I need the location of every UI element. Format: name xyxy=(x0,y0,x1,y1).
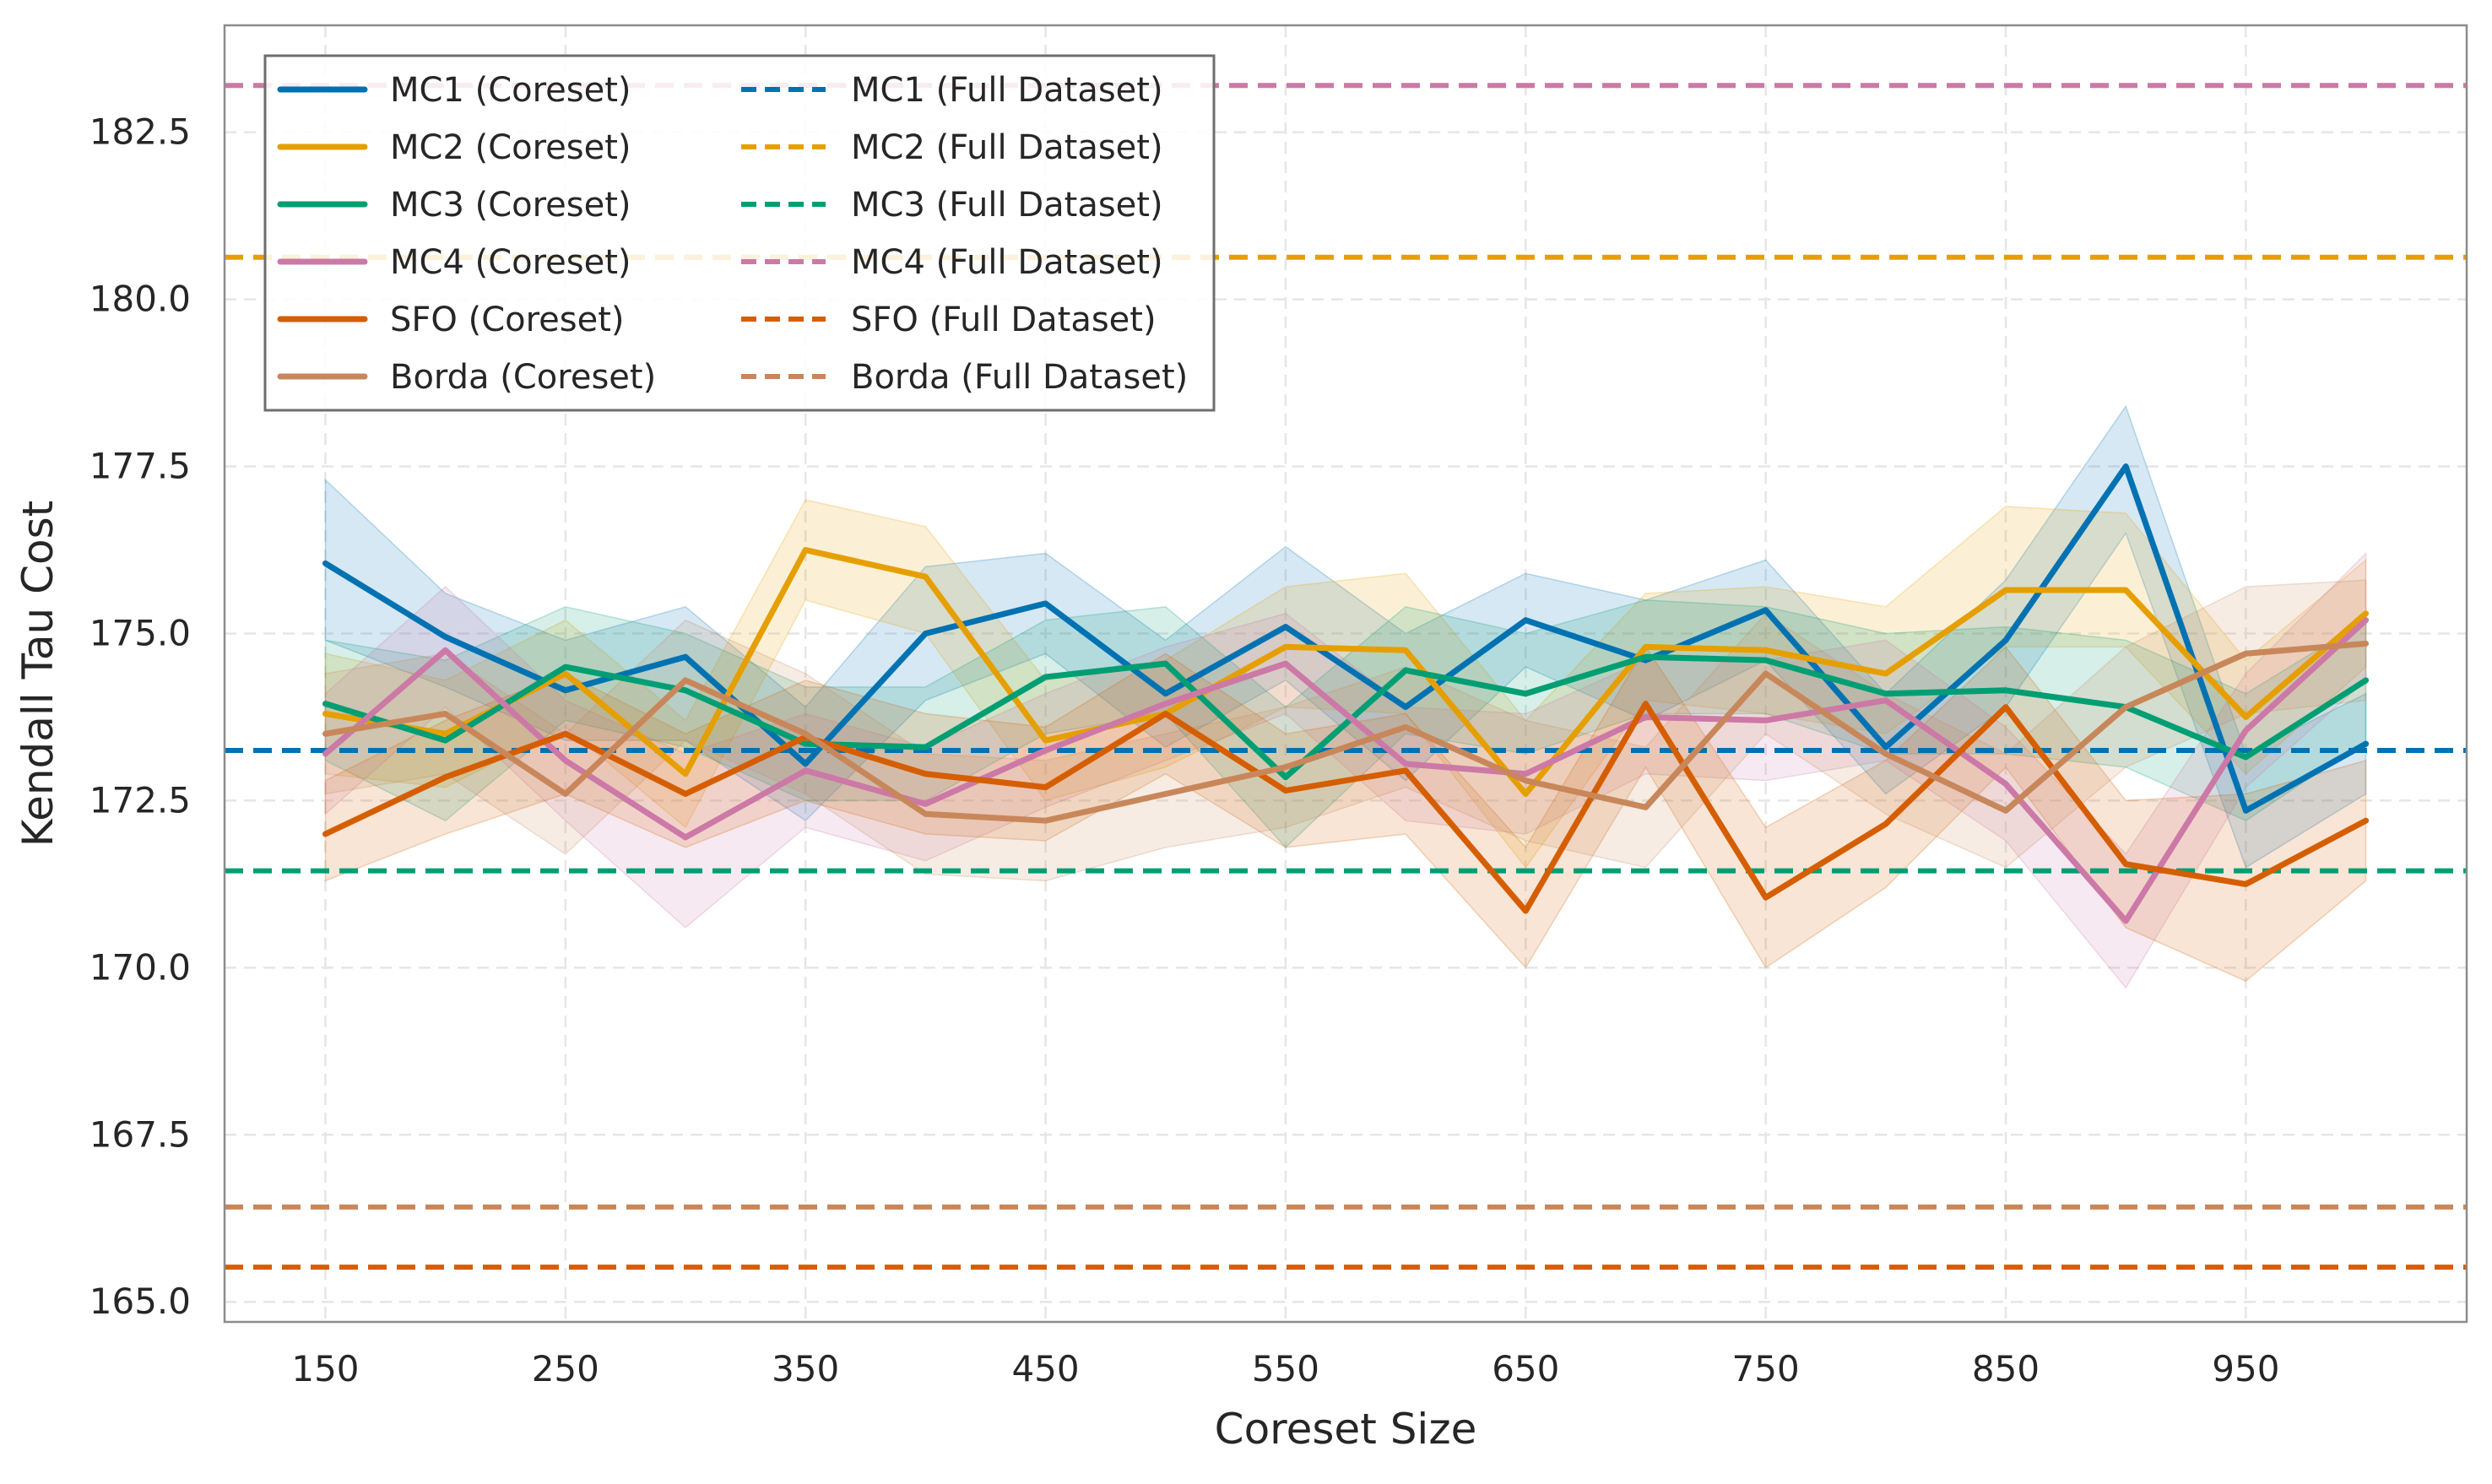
y-axis-title: Kendall Tau Cost xyxy=(14,501,62,847)
x-tick-label: 850 xyxy=(1972,1348,2040,1389)
legend-label: MC2 (Full Dataset) xyxy=(851,128,1163,167)
series-line xyxy=(322,463,2370,814)
series-line xyxy=(322,617,2370,924)
legend-label: Borda (Coreset) xyxy=(390,358,656,397)
x-tick-label: 350 xyxy=(772,1348,839,1389)
legend-label: SFO (Full Dataset) xyxy=(851,301,1157,339)
y-tick-label: 167.5 xyxy=(89,1113,191,1155)
series-line xyxy=(322,547,2370,798)
y-tick-label: 177.5 xyxy=(89,446,191,487)
legend-label: MC1 (Coreset) xyxy=(390,71,631,110)
x-tick-label: 250 xyxy=(532,1348,599,1389)
series-line xyxy=(322,701,2370,914)
y-tick-label: 180.0 xyxy=(89,279,191,320)
legend-label: MC2 (Coreset) xyxy=(390,128,631,167)
x-axis-title: Coreset Size xyxy=(1215,1405,1477,1454)
x-tick-label: 750 xyxy=(1732,1348,1800,1389)
y-tick-label: 165.0 xyxy=(89,1281,191,1322)
y-tick-label: 175.0 xyxy=(89,612,191,653)
y-tick-label: 170.0 xyxy=(89,946,191,988)
legend-label: Borda (Full Dataset) xyxy=(851,358,1188,397)
legend-box xyxy=(263,54,1216,412)
series-lines xyxy=(322,463,2370,924)
y-tick-labels: 165.0 167.5 170.0 172.5 175.0 177.5 180.0 182.5 xyxy=(89,111,191,1323)
legend-label: MC1 (Full Dataset) xyxy=(851,71,1163,110)
x-tick-labels: 150 250 350 450 550 650 750 850 950 xyxy=(291,1348,2279,1389)
plot-frame xyxy=(223,24,2468,1324)
series-line xyxy=(322,653,2370,781)
series-line xyxy=(322,640,2370,824)
y-tick-label: 172.5 xyxy=(89,779,191,821)
y-tick-label: 182.5 xyxy=(89,111,191,153)
legend-label: SFO (Coreset) xyxy=(390,301,625,339)
legend: MC1 (Coreset) MC2 (Coreset) MC3 (Coreset) M… xyxy=(263,54,1216,412)
x-tick-label: 450 xyxy=(1011,1348,1079,1389)
legend-label: MC3 (Full Dataset) xyxy=(851,186,1163,225)
x-tick-label: 550 xyxy=(1252,1348,1319,1389)
x-tick-label: 650 xyxy=(1492,1348,1559,1389)
x-tick-label: 950 xyxy=(2212,1348,2279,1389)
x-tick-label: 150 xyxy=(291,1348,359,1389)
legend-label: MC3 (Coreset) xyxy=(390,186,631,225)
legend-label: MC4 (Coreset) xyxy=(390,243,631,282)
confidence-band xyxy=(324,579,2367,882)
legend-label: MC4 (Full Dataset) xyxy=(851,243,1163,282)
